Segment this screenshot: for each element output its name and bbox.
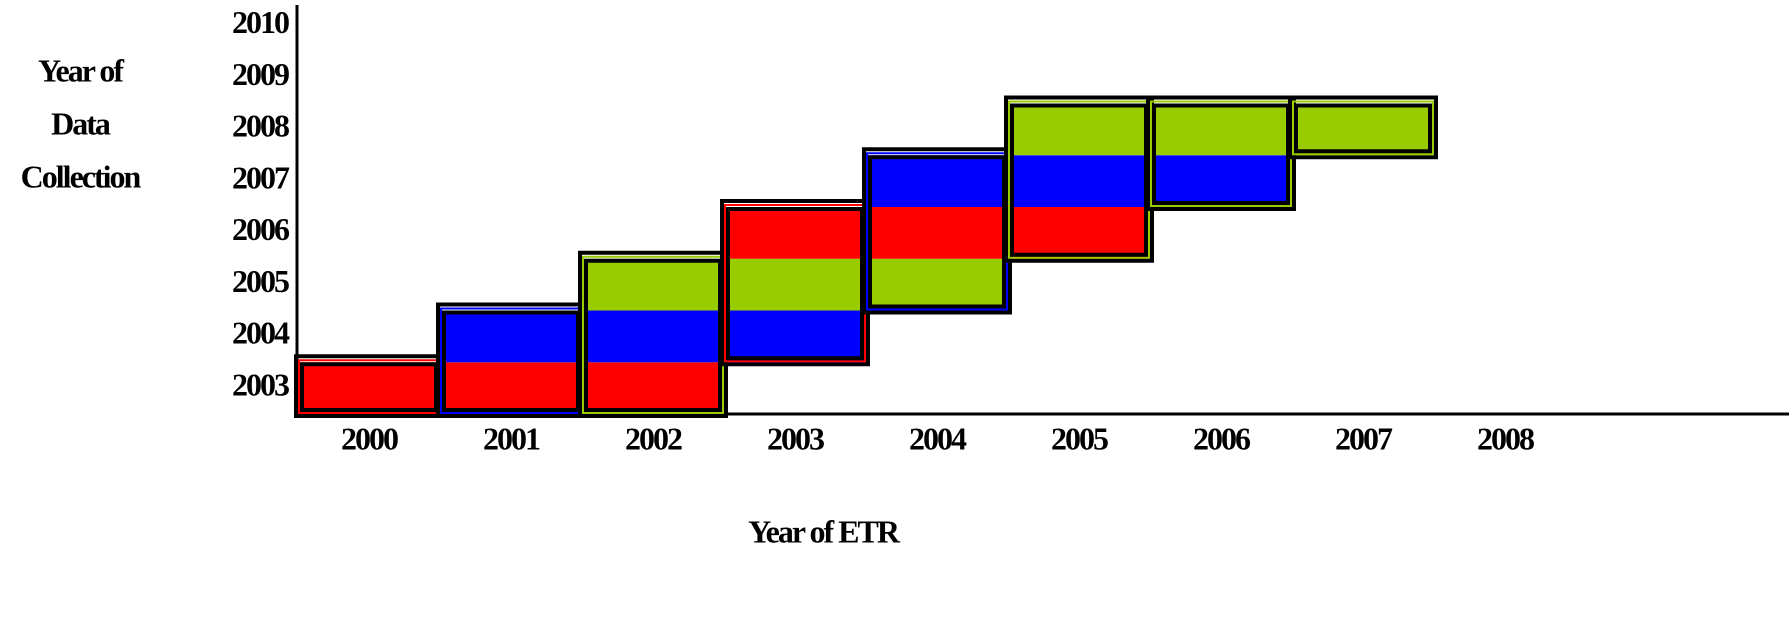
column-outline (1292, 100, 1434, 156)
y-tick-label: 2008 (232, 108, 289, 144)
y-tick-label: 2010 (232, 4, 289, 40)
cell (440, 310, 582, 363)
cell (724, 207, 866, 259)
cell (582, 258, 724, 311)
x-tick-label: 2003 (767, 420, 824, 456)
y-tick-label: 2009 (232, 56, 289, 92)
cell (1008, 103, 1150, 156)
cell (1292, 103, 1434, 156)
x-tick-label: 2002 (625, 420, 682, 456)
x-axis-title: Year of ETR (748, 513, 901, 549)
y-axis-title: Data (51, 105, 111, 141)
y-tick-label: 2004 (232, 315, 290, 351)
cell (1150, 103, 1292, 156)
cell (298, 362, 440, 414)
cell (724, 310, 866, 363)
column-outline (1288, 95, 1438, 160)
x-tick-label: 2006 (1193, 420, 1251, 456)
cell (582, 362, 724, 414)
column-outline (1294, 103, 1432, 154)
cell (1150, 155, 1292, 207)
cell (1008, 155, 1150, 207)
y-tick-label: 2007 (232, 159, 290, 195)
x-tick-label: 2001 (483, 420, 540, 456)
y-tick-label: 2006 (232, 211, 290, 247)
cell (866, 155, 1008, 207)
x-tick-label: 2008 (1477, 420, 1534, 456)
cell (724, 258, 866, 311)
y-tick-label: 2005 (232, 263, 289, 299)
cell (582, 310, 724, 363)
cell (1008, 207, 1150, 259)
x-tick-label: 2000 (341, 420, 398, 456)
y-axis-title: Collection (21, 158, 142, 194)
y-axis-title: Year of (38, 52, 124, 88)
cell (440, 362, 582, 414)
cell (866, 258, 1008, 311)
y-tick-label: 2003 (232, 366, 289, 402)
x-tick-label: 2005 (1051, 420, 1108, 456)
x-tick-label: 2004 (909, 420, 967, 456)
cell (866, 207, 1008, 259)
x-tick-label: 2007 (1335, 420, 1393, 456)
